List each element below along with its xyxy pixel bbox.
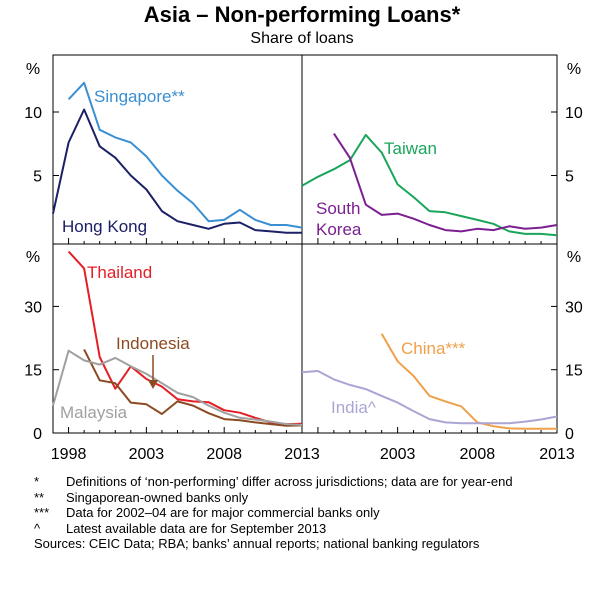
y-unit-label-right: %	[567, 61, 581, 78]
chart-subtitle: Share of loans	[250, 30, 354, 47]
x-tick-label: 2013	[539, 446, 575, 463]
indonesia-arrow-head	[148, 380, 158, 389]
taiwan-label: Taiwan	[384, 139, 437, 158]
x-tick-label: 2008	[460, 446, 496, 463]
sources-note: Sources: CEIC Data; RBA; banks’ annual r…	[34, 536, 480, 551]
footnote-marker: ^	[34, 520, 41, 536]
y-tick-label-left: 30	[24, 299, 42, 316]
footnote-marker: **	[34, 489, 45, 505]
series-line-china	[380, 333, 557, 430]
y-tick-label-left: 10	[24, 105, 42, 122]
series-line-south-korea	[333, 133, 558, 233]
x-tick-label: 2008	[206, 446, 242, 463]
series-line-indonesia	[83, 348, 303, 427]
y-tick-label-left-zero: 0	[33, 426, 42, 443]
y-unit-label-left: %	[26, 61, 40, 78]
y-unit-label-right: %	[567, 249, 581, 266]
y-tick-label-right: 10	[565, 105, 583, 122]
footnote: *** Data for 2002–04 are for major commer…	[34, 505, 600, 521]
footnote: ^ Latest available data are for September…	[34, 521, 600, 537]
footnote-text: Latest available data are for September …	[66, 520, 327, 536]
y-tick-label-right: 30	[565, 299, 583, 316]
south-korea-label-line: South	[316, 199, 360, 218]
singapore-label: Singapore**	[94, 87, 185, 106]
series-line-india	[301, 370, 558, 425]
x-tick-label: 1998	[51, 446, 87, 463]
footnote-marker: *	[34, 474, 40, 489]
footnote-text: Data for 2002–04 are for major commercia…	[66, 505, 380, 520]
footnotes: * Definitions of ‘non-performing’ differ …	[34, 474, 600, 552]
x-tick-label: 2003	[380, 446, 416, 463]
chart-title: Asia – Non-performing Loans*	[143, 2, 461, 27]
india-label: India^	[331, 398, 376, 417]
y-tick-label-right-zero: 0	[565, 426, 574, 443]
footnote-text: Singaporean-owned banks only	[66, 489, 249, 505]
series-line-malaysia	[52, 349, 303, 426]
y-tick-label-right: 5	[565, 169, 574, 186]
y-tick-label-left: 15	[24, 363, 42, 380]
footnote: * Definitions of ‘non-performing’ differ …	[34, 474, 600, 490]
malaysia-label: Malaysia	[60, 403, 128, 422]
south-korea-label: South Korea	[316, 199, 362, 239]
x-tick-label: 2013	[284, 446, 320, 463]
series-line-hong-kong	[52, 108, 302, 234]
footnote-marker: ***	[34, 505, 50, 520]
series-line-taiwan	[301, 133, 558, 237]
footnote-text: Definitions of ‘non-performing’ differ a…	[66, 474, 513, 489]
china-label: China***	[401, 339, 466, 358]
thailand-label: Thailand	[87, 263, 152, 282]
y-tick-label-left: 5	[33, 169, 42, 186]
indonesia-label: Indonesia	[116, 334, 190, 353]
series-line-singapore	[67, 81, 303, 229]
y-tick-label-right: 15	[565, 363, 583, 380]
y-unit-label-left: %	[26, 249, 40, 266]
x-tick-label: 2003	[129, 446, 165, 463]
footnote: ** Singaporean-owned banks only	[34, 490, 600, 506]
south-korea-label-line: Korea	[316, 220, 362, 239]
hong-kong-label: Hong Kong	[62, 217, 147, 236]
chart-area: % % 5 5 10 10% % 15 15 30 30 0 0 1998 2003 2008 2013 2003…	[24, 54, 583, 463]
